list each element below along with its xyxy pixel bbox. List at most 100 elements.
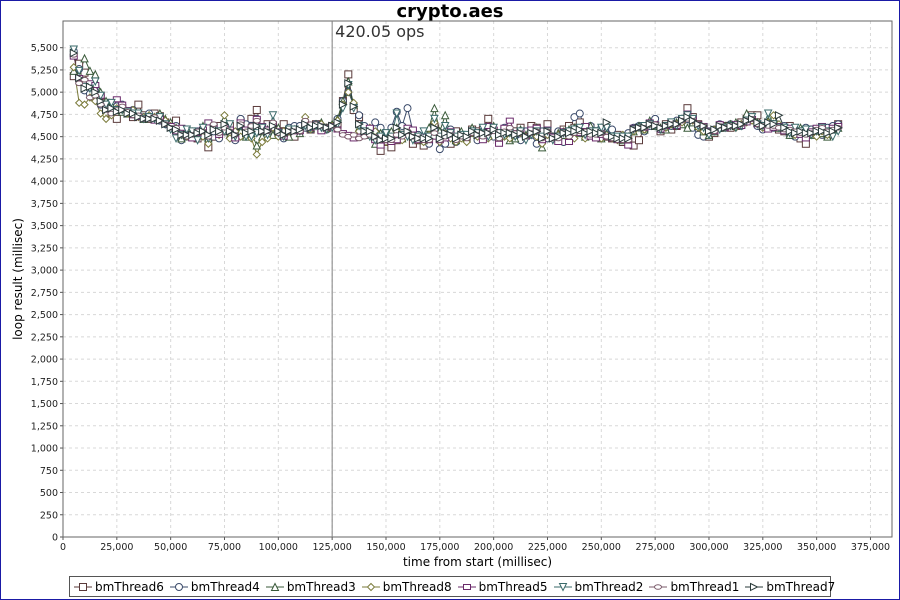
data-point-bmThread6 bbox=[484, 114, 493, 123]
x-tick-label: 250,000 bbox=[582, 542, 621, 553]
data-point-bmThread7 bbox=[344, 78, 353, 88]
data-point-bmThread7 bbox=[198, 127, 208, 136]
data-point-bmThread7 bbox=[688, 116, 698, 125]
y-tick-label: 4,250 bbox=[31, 154, 58, 165]
data-point-bmThread3 bbox=[440, 110, 450, 120]
data-point-bmThread8 bbox=[252, 150, 261, 159]
data-point-bmThread7 bbox=[301, 119, 310, 129]
y-tick-label: 5,250 bbox=[31, 65, 58, 76]
x-tick-label: 75,000 bbox=[208, 542, 241, 553]
legend-marker-icon bbox=[74, 582, 92, 591]
x-tick-label: 225,000 bbox=[528, 542, 567, 553]
data-point-bmThread7 bbox=[629, 125, 639, 134]
data-point-bmThread7 bbox=[812, 127, 822, 136]
data-point-bmThread7 bbox=[295, 125, 305, 134]
data-point-bmThread3 bbox=[80, 53, 89, 63]
data-point-bmThread7 bbox=[715, 121, 725, 131]
data-point-bmThread7 bbox=[177, 130, 187, 140]
data-point-bmThread6 bbox=[112, 114, 121, 123]
data-point-bmThread7 bbox=[683, 112, 693, 122]
data-point-bmThread5 bbox=[505, 117, 514, 124]
data-point-bmThread7 bbox=[258, 127, 267, 136]
data-point-bmThread7 bbox=[737, 119, 746, 129]
x-tick-label: 150,000 bbox=[366, 542, 405, 553]
data-point-bmThread8 bbox=[204, 139, 213, 148]
data-point-bmThread7 bbox=[387, 134, 396, 143]
data-point-bmThread7 bbox=[317, 121, 327, 131]
data-point-bmThread7 bbox=[193, 128, 203, 138]
data-point-bmThread7 bbox=[242, 128, 251, 138]
data-point-bmThread5 bbox=[565, 138, 574, 145]
data-point-bmThread7 bbox=[145, 114, 154, 124]
data-point-bmThread8 bbox=[80, 100, 89, 109]
data-point-bmThread7 bbox=[107, 103, 117, 113]
data-point-bmThread7 bbox=[591, 128, 601, 138]
legend-label: bmThread2 bbox=[574, 579, 644, 594]
data-point-bmThread7 bbox=[128, 109, 138, 118]
data-point-bmThread3 bbox=[85, 66, 95, 75]
data-point-bmThread7 bbox=[602, 118, 612, 127]
data-point-bmThread2 bbox=[69, 45, 79, 55]
data-point-bmThread7 bbox=[505, 128, 515, 138]
legend-item-bmThread2: bmThread2 bbox=[553, 579, 644, 594]
data-point-bmThread7 bbox=[586, 127, 596, 136]
data-point-bmThread7 bbox=[398, 130, 407, 140]
data-point-bmThread7 bbox=[381, 134, 391, 143]
y-tick-label: 5,000 bbox=[31, 88, 58, 99]
y-tick-label: 3,250 bbox=[31, 243, 58, 254]
data-point-bmThread7 bbox=[748, 114, 757, 124]
data-point-bmThread6 bbox=[252, 105, 261, 114]
data-point-bmThread7 bbox=[774, 110, 784, 120]
data-point-bmThread4 bbox=[575, 109, 584, 118]
data-point-bmThread7 bbox=[462, 132, 472, 141]
data-point-bmThread7 bbox=[704, 127, 714, 136]
data-point-bmThread7 bbox=[172, 125, 181, 134]
data-point-bmThread7 bbox=[678, 116, 687, 125]
plot-border bbox=[62, 20, 893, 538]
data-point-bmThread7 bbox=[758, 121, 768, 131]
data-point-bmThread7 bbox=[279, 130, 289, 140]
data-point-bmThread7 bbox=[225, 127, 235, 136]
data-point-bmThread5 bbox=[624, 142, 633, 149]
data-point-bmThread7 bbox=[500, 128, 510, 138]
x-tick-label: 50,000 bbox=[154, 542, 187, 553]
data-point-bmThread7 bbox=[731, 121, 741, 131]
data-point-bmThread7 bbox=[694, 119, 703, 129]
data-point-bmThread4 bbox=[355, 111, 364, 120]
data-point-bmThread7 bbox=[430, 123, 440, 133]
legend-marker-icon bbox=[553, 582, 572, 592]
data-point-bmThread7 bbox=[451, 134, 461, 143]
data-point-bmThread7 bbox=[667, 119, 676, 129]
data-point-bmThread7 bbox=[69, 48, 79, 58]
data-point-bmThread7 bbox=[613, 134, 623, 143]
data-point-bmThread6 bbox=[634, 136, 643, 145]
data-point-bmThread7 bbox=[290, 127, 300, 136]
data-point-bmThread7 bbox=[376, 135, 386, 145]
data-point-bmThread7 bbox=[478, 128, 488, 138]
legend-label: bmThread5 bbox=[478, 579, 548, 594]
y-tick-label: 4,500 bbox=[31, 132, 58, 143]
data-point-bmThread7 bbox=[425, 134, 434, 143]
data-point-bmThread2 bbox=[430, 114, 439, 124]
plot-area bbox=[63, 21, 892, 537]
data-point-bmThread7 bbox=[365, 127, 375, 136]
data-point-bmThread2 bbox=[268, 111, 278, 120]
data-point-bmThread4 bbox=[371, 118, 380, 127]
y-tick-label: 500 bbox=[40, 488, 58, 499]
data-point-bmThread7 bbox=[726, 121, 736, 131]
data-point-bmThread7 bbox=[371, 132, 380, 141]
data-point-bmThread7 bbox=[834, 123, 843, 133]
data-point-bmThread7 bbox=[565, 128, 574, 138]
data-point-bmThread1 bbox=[75, 80, 84, 87]
data-point-bmThread7 bbox=[360, 127, 370, 136]
data-point-bmThread7 bbox=[446, 130, 456, 140]
data-point-bmThread7 bbox=[645, 119, 655, 129]
data-point-bmThread7 bbox=[112, 107, 122, 117]
data-point-bmThread7 bbox=[231, 130, 240, 140]
legend-marker-icon bbox=[361, 582, 380, 591]
data-point-bmThread7 bbox=[559, 128, 569, 138]
data-point-bmThread3 bbox=[683, 123, 692, 132]
data-point-bmThread7 bbox=[796, 127, 806, 136]
data-point-bmThread7 bbox=[333, 118, 343, 127]
data-point-bmThread6 bbox=[134, 100, 143, 109]
